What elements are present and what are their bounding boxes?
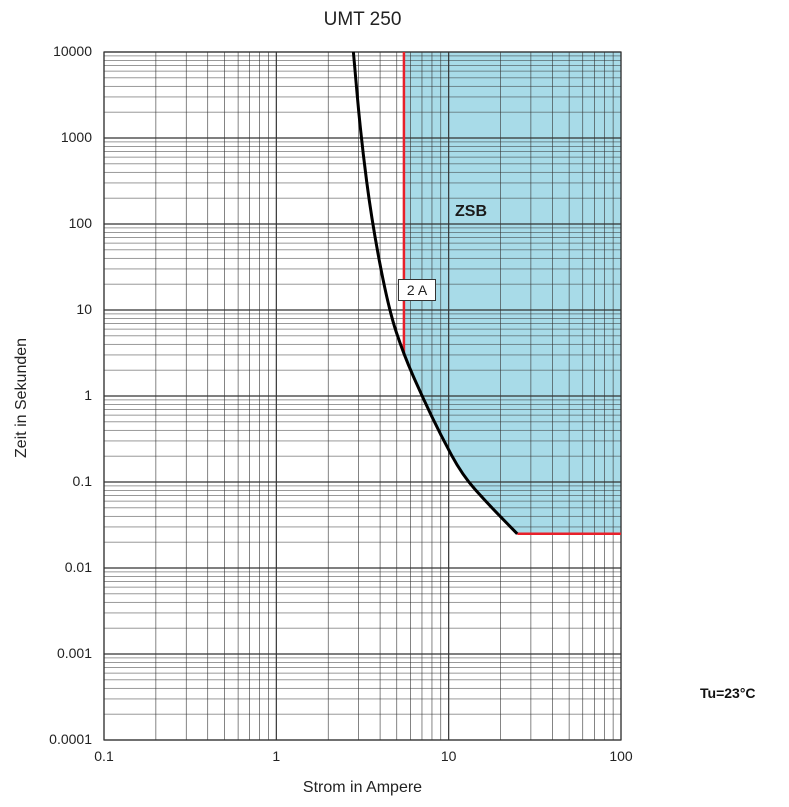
x-tick-label: 100 xyxy=(609,748,633,764)
plot-frame xyxy=(103,51,622,741)
x-tick-label: 1 xyxy=(272,748,281,764)
trip-curve xyxy=(351,51,519,535)
y-tick-label: 100 xyxy=(68,215,92,231)
y-tick-label: 0.0001 xyxy=(49,731,92,747)
y-tick-label: 0.1 xyxy=(72,473,92,489)
y-tick-label: 1000 xyxy=(60,129,92,145)
chart-title: UMT 250 xyxy=(323,9,402,30)
x-tick-label: 0.1 xyxy=(94,748,114,764)
y-tick-label: 10000 xyxy=(53,43,92,59)
y-tick-label: 0.01 xyxy=(64,559,92,575)
rating-annotation: 2 A xyxy=(397,279,437,302)
x-tick-label: 10 xyxy=(440,748,457,764)
y-tick-label: 10 xyxy=(76,301,92,317)
y-tick-label: 1 xyxy=(84,387,92,403)
temperature-note: Tu=23°C xyxy=(700,685,756,701)
y-tick-label: 0.001 xyxy=(56,645,92,661)
zone-label: ZSB xyxy=(455,203,487,220)
x-axis-label: Strom in Ampere xyxy=(302,779,423,796)
